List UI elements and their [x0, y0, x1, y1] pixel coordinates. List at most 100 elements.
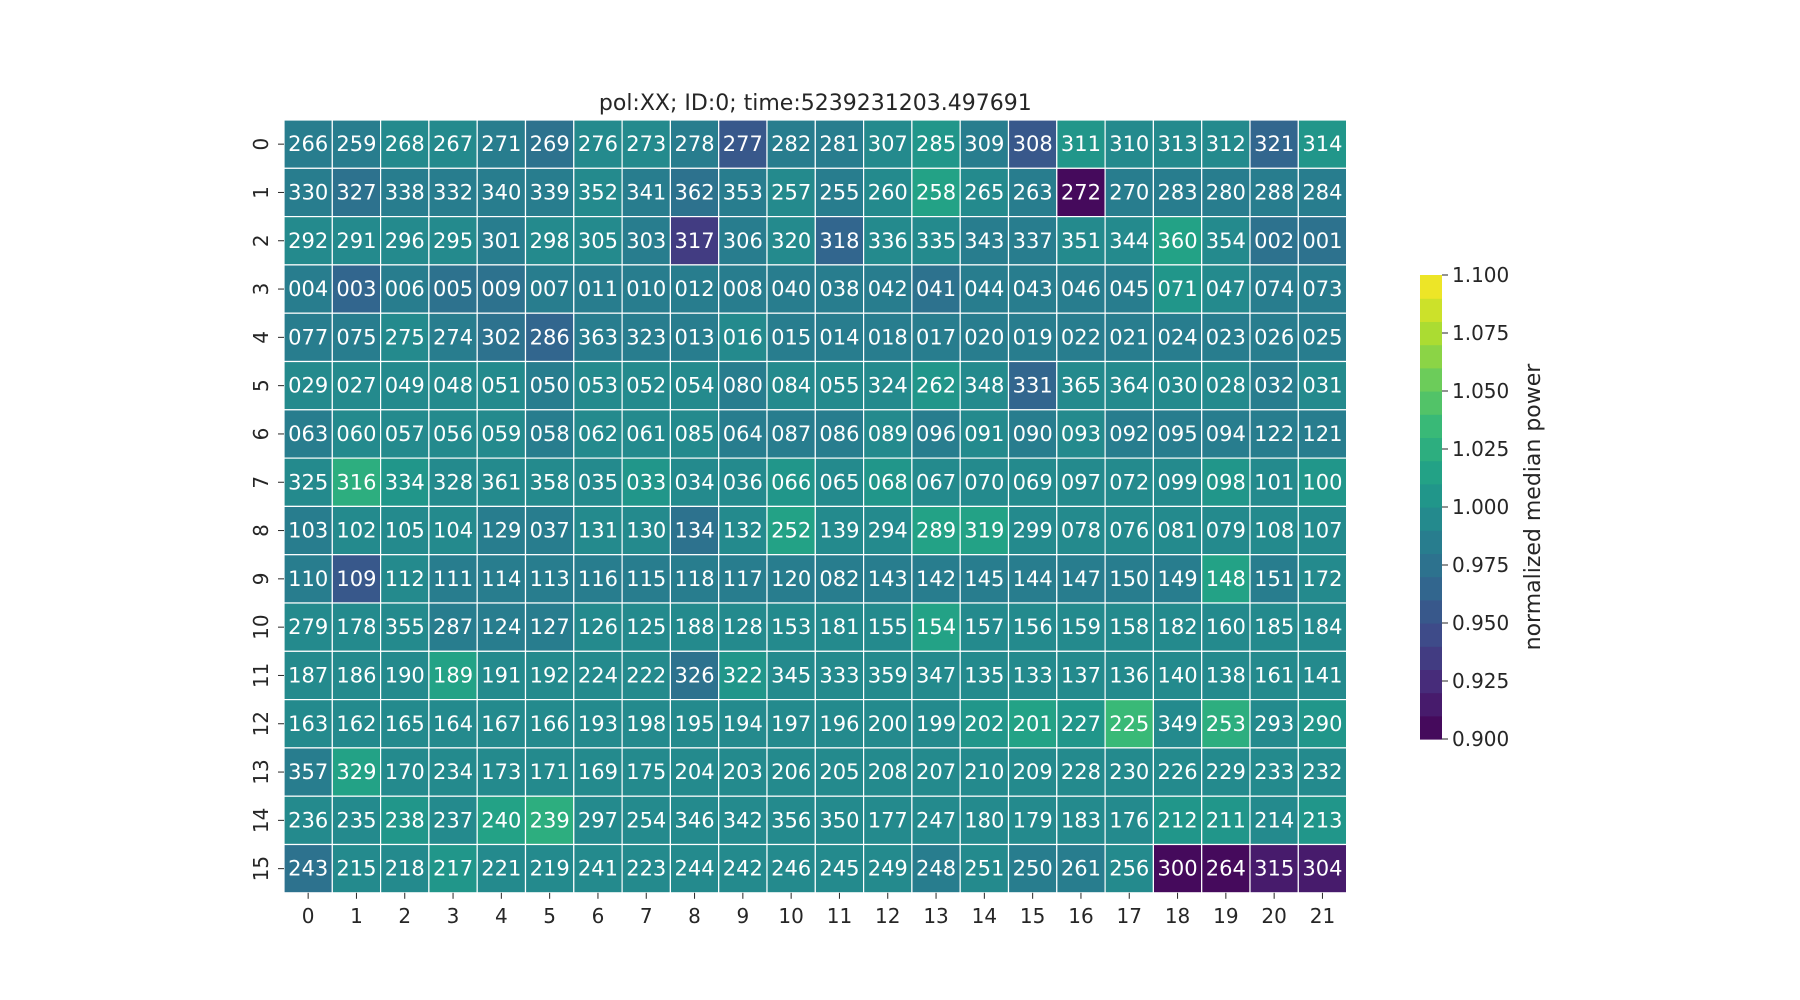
- cell-annotation: 297: [578, 808, 618, 832]
- cell-annotation: 320: [771, 229, 811, 253]
- cell-annotation: 044: [964, 277, 1004, 301]
- cell-annotation: 111: [433, 567, 473, 591]
- heatmap-cell: [621, 747, 671, 797]
- heatmap-cell: [1152, 650, 1203, 701]
- cell-annotation: 243: [288, 857, 328, 881]
- cell-annotation: 154: [916, 615, 956, 639]
- cell-annotation: 071: [1158, 277, 1198, 301]
- colorbar-tick-label: 0.975: [1452, 553, 1509, 577]
- cell-annotation: 098: [1206, 470, 1246, 494]
- cell-annotation: 155: [868, 615, 908, 639]
- heatmap-cell: [621, 312, 671, 363]
- heatmap-cell: [718, 216, 768, 266]
- cell-annotation: 002: [1254, 229, 1294, 253]
- heatmap-cell: [669, 650, 720, 701]
- cell-annotation: 193: [578, 712, 618, 736]
- cell-annotation: 028: [1206, 374, 1246, 398]
- heatmap-cell: [524, 119, 575, 169]
- cell-annotation: 277: [723, 132, 763, 156]
- heatmap-cell: [669, 167, 720, 218]
- cell-annotation: 347: [916, 663, 956, 687]
- heatmap-cell: [862, 360, 913, 411]
- heatmap-cell: [1201, 698, 1251, 749]
- cell-annotation: 142: [916, 567, 956, 591]
- cell-annotation: 300: [1158, 857, 1198, 881]
- x-tick-label: 16: [1068, 904, 1093, 928]
- heatmap-cell: [718, 602, 768, 652]
- heatmap-cell: [1249, 119, 1299, 169]
- cell-annotation: 183: [1061, 808, 1101, 832]
- cell-annotation: 287: [433, 615, 473, 639]
- heatmap-cell: [814, 602, 865, 652]
- cell-annotation: 296: [385, 229, 425, 253]
- y-tick-label: 7: [249, 476, 273, 489]
- cell-annotation: 175: [626, 760, 666, 784]
- cell-annotation: 003: [336, 277, 376, 301]
- heatmap-cell: [476, 360, 527, 411]
- heatmap-cell: [1201, 505, 1251, 556]
- cell-annotation: 212: [1158, 808, 1198, 832]
- heatmap-cell: [283, 698, 333, 749]
- cell-annotation: 227: [1061, 712, 1101, 736]
- cell-annotation: 047: [1206, 277, 1246, 301]
- cell-annotation: 092: [1109, 422, 1149, 446]
- colorbar-segment: [1420, 692, 1442, 717]
- y-tick-label: 14: [249, 808, 273, 833]
- cell-annotation: 113: [530, 567, 570, 591]
- cell-annotation: 050: [530, 374, 570, 398]
- cell-annotation: 245: [819, 857, 859, 881]
- cell-annotation: 204: [675, 760, 715, 784]
- cell-annotation: 122: [1254, 422, 1294, 446]
- heatmap-cell: [621, 650, 671, 701]
- x-tick-label: 13: [923, 904, 948, 928]
- heatmap-cell: [959, 409, 1010, 459]
- cell-annotation: 138: [1206, 663, 1246, 687]
- heatmap-cell: [331, 602, 382, 652]
- cell-annotation: 150: [1109, 567, 1149, 591]
- colorbar-tick-label: 1.025: [1452, 437, 1509, 461]
- cell-annotation: 304: [1302, 857, 1342, 881]
- cell-annotation: 250: [1013, 857, 1053, 881]
- cell-annotation: 272: [1061, 180, 1101, 204]
- cell-annotation: 338: [385, 180, 425, 204]
- cell-annotation: 190: [385, 663, 425, 687]
- cell-annotation: 025: [1302, 325, 1342, 349]
- heatmap-cell: [911, 843, 961, 894]
- cell-annotation: 107: [1302, 519, 1342, 543]
- cell-annotation: 322: [723, 663, 763, 687]
- cell-annotation: 004: [288, 277, 328, 301]
- cell-annotation: 035: [578, 470, 618, 494]
- heatmap-cell: [766, 312, 816, 363]
- cell-annotation: 238: [385, 808, 425, 832]
- heatmap-cell: [1297, 747, 1348, 797]
- cell-annotation: 065: [819, 470, 859, 494]
- heatmap-cell: [1152, 409, 1203, 459]
- cell-annotation: 270: [1109, 180, 1149, 204]
- colorbar-tick-label: 0.925: [1452, 669, 1509, 693]
- cell-annotation: 345: [771, 663, 811, 687]
- heatmap-cell: [1152, 119, 1203, 169]
- cell-annotation: 030: [1158, 374, 1198, 398]
- heatmap-cell: [911, 119, 961, 169]
- heatmap-cell: [1297, 264, 1348, 314]
- cell-annotation: 104: [433, 519, 473, 543]
- heatmap-cell: [1152, 747, 1203, 797]
- heatmap-cell: [1249, 698, 1299, 749]
- cell-annotation: 080: [723, 374, 763, 398]
- heatmap-cell: [331, 119, 382, 169]
- heatmap-cell: [476, 843, 527, 894]
- cell-annotation: 177: [868, 808, 908, 832]
- heatmap-cell: [1152, 457, 1203, 508]
- heatmap-cell: [380, 264, 430, 314]
- cell-annotation: 040: [771, 277, 811, 301]
- cell-annotation: 108: [1254, 519, 1294, 543]
- cell-annotation: 012: [675, 277, 715, 301]
- heatmap-cell: [1007, 264, 1058, 314]
- cell-annotation: 019: [1013, 325, 1053, 349]
- cell-annotation: 102: [336, 519, 376, 543]
- cell-annotation: 263: [1013, 180, 1053, 204]
- heatmap-cell: [1297, 843, 1348, 894]
- cell-annotation: 202: [964, 712, 1004, 736]
- heatmap-cell: [669, 216, 720, 266]
- cell-annotation: 136: [1109, 663, 1149, 687]
